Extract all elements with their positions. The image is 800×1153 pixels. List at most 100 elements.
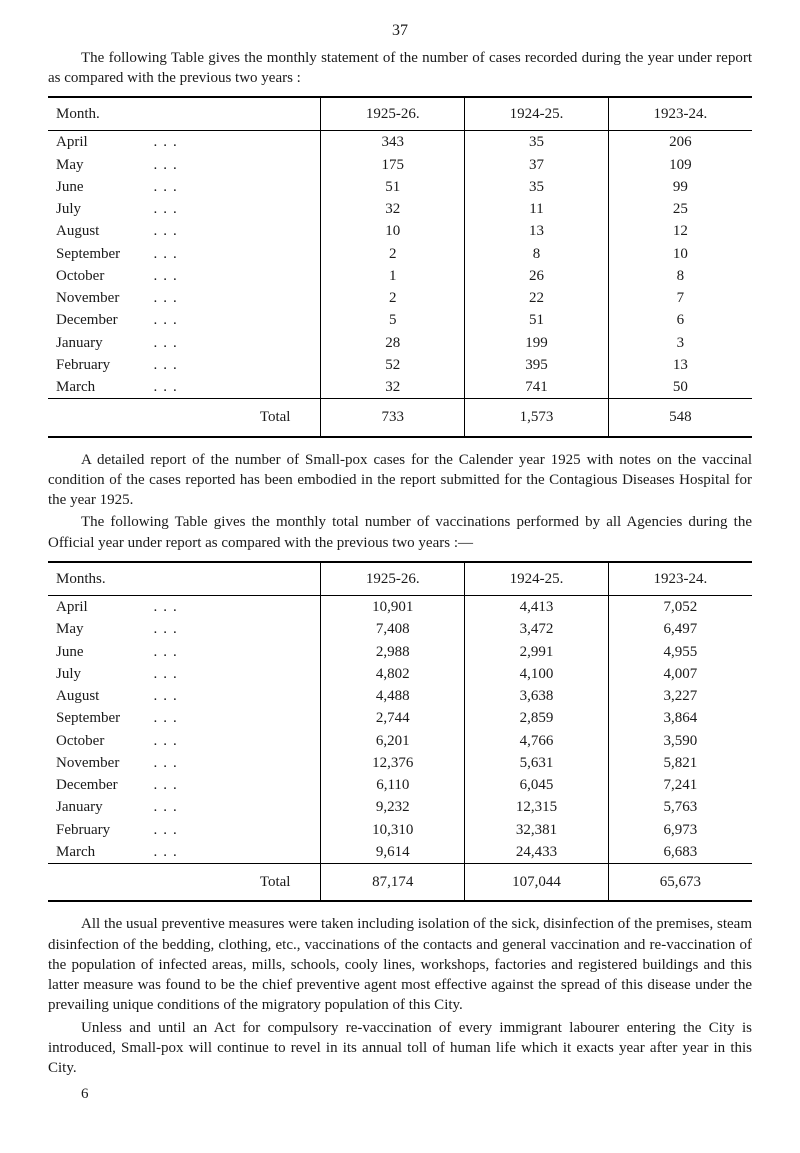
vaccinations-table: Months. 1925-26. 1924-25. 1923-24. April… [48,561,752,903]
t2-row-val: 4,413 [465,596,609,619]
t2-row-month: June... [48,641,321,663]
t2-total-3: 65,673 [608,864,752,902]
t2-row-val: 2,988 [321,641,465,663]
t2-row-val: 6,683 [608,841,752,864]
t2-row-val: 3,227 [608,685,752,707]
t2-h-1924: 1924-25. [465,562,609,596]
t2-row-val: 5,631 [465,752,609,774]
t2-row-month: April... [48,596,321,619]
t2-row-month: December... [48,774,321,796]
t1-row-val: 32 [321,376,465,399]
t1-row-val: 3 [608,332,752,354]
t1-row-val: 51 [321,176,465,198]
t1-total-2: 1,573 [465,399,609,437]
t1-h-1925: 1925-26. [321,97,465,131]
t2-row-val: 4,007 [608,663,752,685]
dots-icon: ... [153,179,182,195]
t2-row-val: 24,433 [465,841,609,864]
t2-row-val: 4,488 [321,685,465,707]
t1-row-val: 22 [465,287,609,309]
t1-row-val: 2 [321,243,465,265]
dots-icon: ... [153,599,182,615]
t2-row-month: August... [48,685,321,707]
page-number: 37 [48,20,752,42]
para-preventive: All the usual preventive measures were t… [48,914,752,1015]
t1-row-val: 343 [321,131,465,154]
t1-row-val: 2 [321,287,465,309]
dots-icon: ... [153,223,182,239]
cases-table: Month. 1925-26. 1924-25. 1923-24. April.… [48,96,752,438]
t1-row-val: 741 [465,376,609,399]
t2-row-month: September... [48,707,321,729]
t1-row-val: 8 [608,265,752,287]
t2-row-val: 5,763 [608,796,752,818]
t2-row-val: 5,821 [608,752,752,774]
t2-row-val: 7,052 [608,596,752,619]
t1-row-val: 13 [465,220,609,242]
t2-h-1923: 1923-24. [608,562,752,596]
t2-row-val: 32,381 [465,819,609,841]
t2-row-val: 9,614 [321,841,465,864]
t2-row-month: January... [48,796,321,818]
t1-row-val: 37 [465,154,609,176]
t2-total-2: 107,044 [465,864,609,902]
footer-number: 6 [48,1084,752,1104]
t1-row-month: January... [48,332,321,354]
t1-total-3: 548 [608,399,752,437]
t1-row-val: 35 [465,176,609,198]
para-following-table: The following Table gives the monthly to… [48,512,752,553]
t2-row-month: February... [48,819,321,841]
t1-row-val: 5 [321,309,465,331]
dots-icon: ... [153,666,182,682]
t2-total-1: 87,174 [321,864,465,902]
para-unless: Unless and until an Act for compulsory r… [48,1018,752,1079]
t1-row-month: May... [48,154,321,176]
t2-row-val: 2,991 [465,641,609,663]
t1-row-val: 26 [465,265,609,287]
t2-row-val: 6,110 [321,774,465,796]
dots-icon: ... [153,268,182,284]
t1-total-1: 733 [321,399,465,437]
t1-row-val: 50 [608,376,752,399]
t2-row-val: 3,472 [465,618,609,640]
t1-row-val: 175 [321,154,465,176]
t1-row-val: 28 [321,332,465,354]
dots-icon: ... [153,644,182,660]
para-detailed-report: A detailed report of the number of Small… [48,450,752,511]
t2-total-label: Total [48,864,321,902]
t2-row-val: 3,590 [608,730,752,752]
dots-icon: ... [153,201,182,217]
t2-row-val: 2,744 [321,707,465,729]
intro-paragraph-1: The following Table gives the monthly st… [48,48,752,89]
t2-row-val: 12,315 [465,796,609,818]
dots-icon: ... [153,312,182,328]
t1-row-val: 1 [321,265,465,287]
t1-row-val: 32 [321,198,465,220]
t2-row-month: March... [48,841,321,864]
dots-icon: ... [153,134,182,150]
t1-h-month: Month. [48,97,321,131]
dots-icon: ... [153,357,182,373]
t2-row-val: 2,859 [465,707,609,729]
t1-row-month: August... [48,220,321,242]
t1-row-val: 25 [608,198,752,220]
t2-row-val: 6,973 [608,819,752,841]
t2-row-val: 7,408 [321,618,465,640]
t1-row-month: March... [48,376,321,399]
t1-row-val: 35 [465,131,609,154]
t1-row-month: February... [48,354,321,376]
t1-row-val: 12 [608,220,752,242]
dots-icon: ... [153,621,182,637]
t2-row-val: 10,901 [321,596,465,619]
t1-row-val: 10 [608,243,752,265]
t2-row-val: 4,766 [465,730,609,752]
dots-icon: ... [153,844,182,860]
t1-row-val: 109 [608,154,752,176]
t2-row-val: 3,638 [465,685,609,707]
t2-row-val: 6,045 [465,774,609,796]
t2-row-val: 4,802 [321,663,465,685]
t1-row-val: 10 [321,220,465,242]
t1-row-val: 8 [465,243,609,265]
dots-icon: ... [153,822,182,838]
t1-row-month: July... [48,198,321,220]
